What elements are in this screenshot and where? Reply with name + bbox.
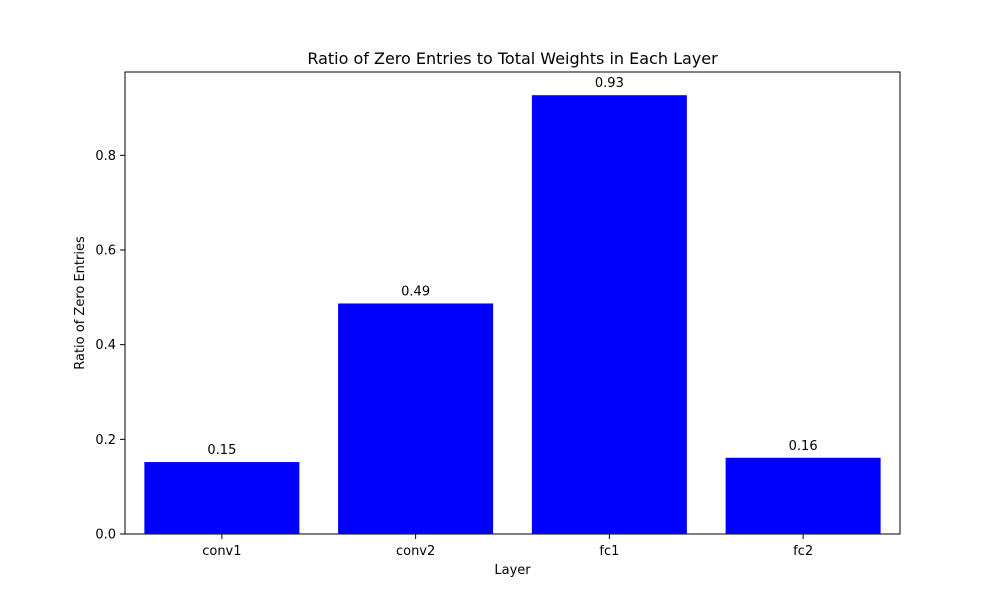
y-tick-label: 0.0 xyxy=(95,528,116,543)
x-tick-label-fc1: fc1 xyxy=(599,544,619,559)
data-label-conv2: 0.49 xyxy=(401,284,430,299)
bar-fc1 xyxy=(531,95,687,534)
y-axis-label: Ratio of Zero Entries xyxy=(73,236,88,370)
plot-area xyxy=(124,71,901,535)
chart-title: Ratio of Zero Entries to Total Weights i… xyxy=(307,49,718,68)
x-tick-label-conv1: conv1 xyxy=(202,544,241,559)
bar-fc2 xyxy=(725,457,881,534)
bars-group: 0.15 0.49 0.93 0.16 xyxy=(144,76,881,534)
x-axis-label: Layer xyxy=(494,563,531,578)
y-axis: 0.0 0.2 0.4 0.6 0.8 xyxy=(95,149,125,543)
data-label-fc1: 0.93 xyxy=(595,76,624,91)
y-tick-label: 0.8 xyxy=(95,149,116,164)
x-tick-label-conv2: conv2 xyxy=(396,544,435,559)
y-tick-label: 0.2 xyxy=(95,433,116,448)
bar-conv2 xyxy=(338,303,494,534)
y-tick-label: 0.6 xyxy=(95,243,116,258)
data-label-conv1: 0.15 xyxy=(207,443,236,458)
data-label-fc2: 0.16 xyxy=(789,439,818,454)
x-tick-label-fc2: fc2 xyxy=(793,544,813,559)
y-tick-label: 0.4 xyxy=(95,338,116,353)
x-axis: conv1 conv2 fc1 fc2 xyxy=(202,534,813,559)
bar-conv1 xyxy=(144,462,300,534)
